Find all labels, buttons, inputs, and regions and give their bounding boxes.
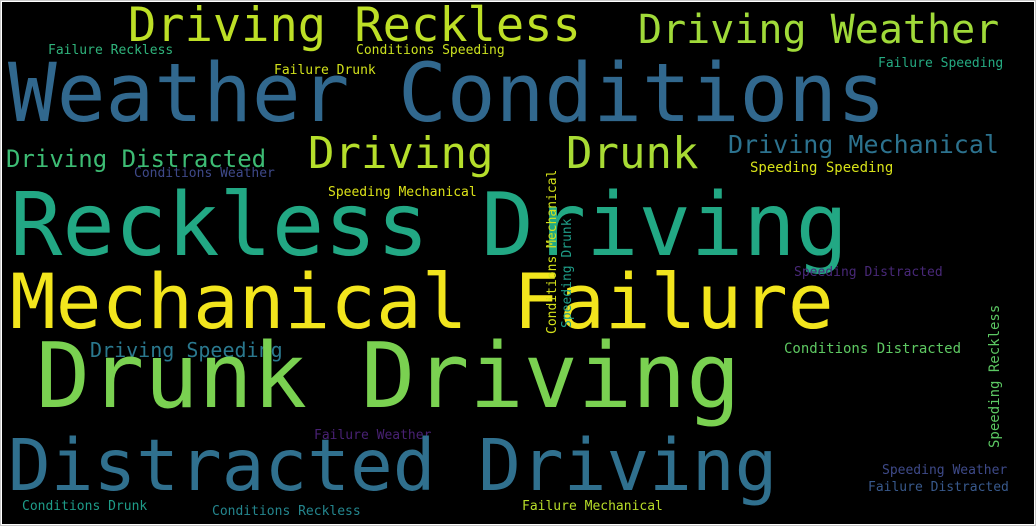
word-drunk-driving: Drunk Driving <box>36 324 741 429</box>
word-conditions-weather: Conditions Weather <box>134 166 275 181</box>
word-driving-weather: Driving Weather <box>638 7 1000 53</box>
word-weather-conditions: Weather Conditions <box>8 47 886 141</box>
word-driving-mechanical: Driving Mechanical <box>728 130 999 159</box>
word-driving-speeding: Driving Speeding <box>90 338 283 362</box>
word-speeding-weather: Speeding Weather <box>882 463 1008 478</box>
word-reckless-driving: Reckless Driving <box>10 174 849 276</box>
word-failure-mechanical: Failure Mechanical <box>522 499 663 514</box>
word-speeding-distracted: Speeding Distracted <box>794 265 943 280</box>
word-conditions-drunk: Conditions Drunk <box>22 499 148 514</box>
word-conditions-distracted: Conditions Distracted <box>784 341 962 357</box>
word-speeding-speeding: Speeding Speeding <box>750 160 894 176</box>
word-speeding-mechanical: Speeding Mechanical <box>328 185 477 200</box>
word-failure-drunk: Failure Drunk <box>274 63 376 78</box>
word-conditions-mechanical: Conditions Mechanical <box>545 169 560 334</box>
word-driving-reckless: Driving Reckless <box>128 2 581 53</box>
word-failure-speeding: Failure Speeding <box>878 56 1004 71</box>
word-driving: Driving <box>308 128 494 179</box>
word-conditions-speeding: Conditions Speeding <box>356 43 505 58</box>
word-mechanical-failure: Mechanical Failure <box>10 257 834 346</box>
word-failure-reckless: Failure Reckless <box>48 43 174 58</box>
word-failure-distracted: Failure Distracted <box>868 480 1009 495</box>
word-speeding-reckless: Speeding Reckless <box>987 304 1003 448</box>
word-failure-weather: Failure Weather <box>314 428 432 443</box>
word-speeding-drunk: Speeding Drunk <box>560 218 575 328</box>
word-drunk: Drunk <box>566 128 699 179</box>
word-conditions-reckless: Conditions Reckless <box>212 504 361 519</box>
word-driving-distracted: Driving Distracted <box>6 145 267 173</box>
word-distracted-driving: Distracted Driving <box>8 424 778 507</box>
